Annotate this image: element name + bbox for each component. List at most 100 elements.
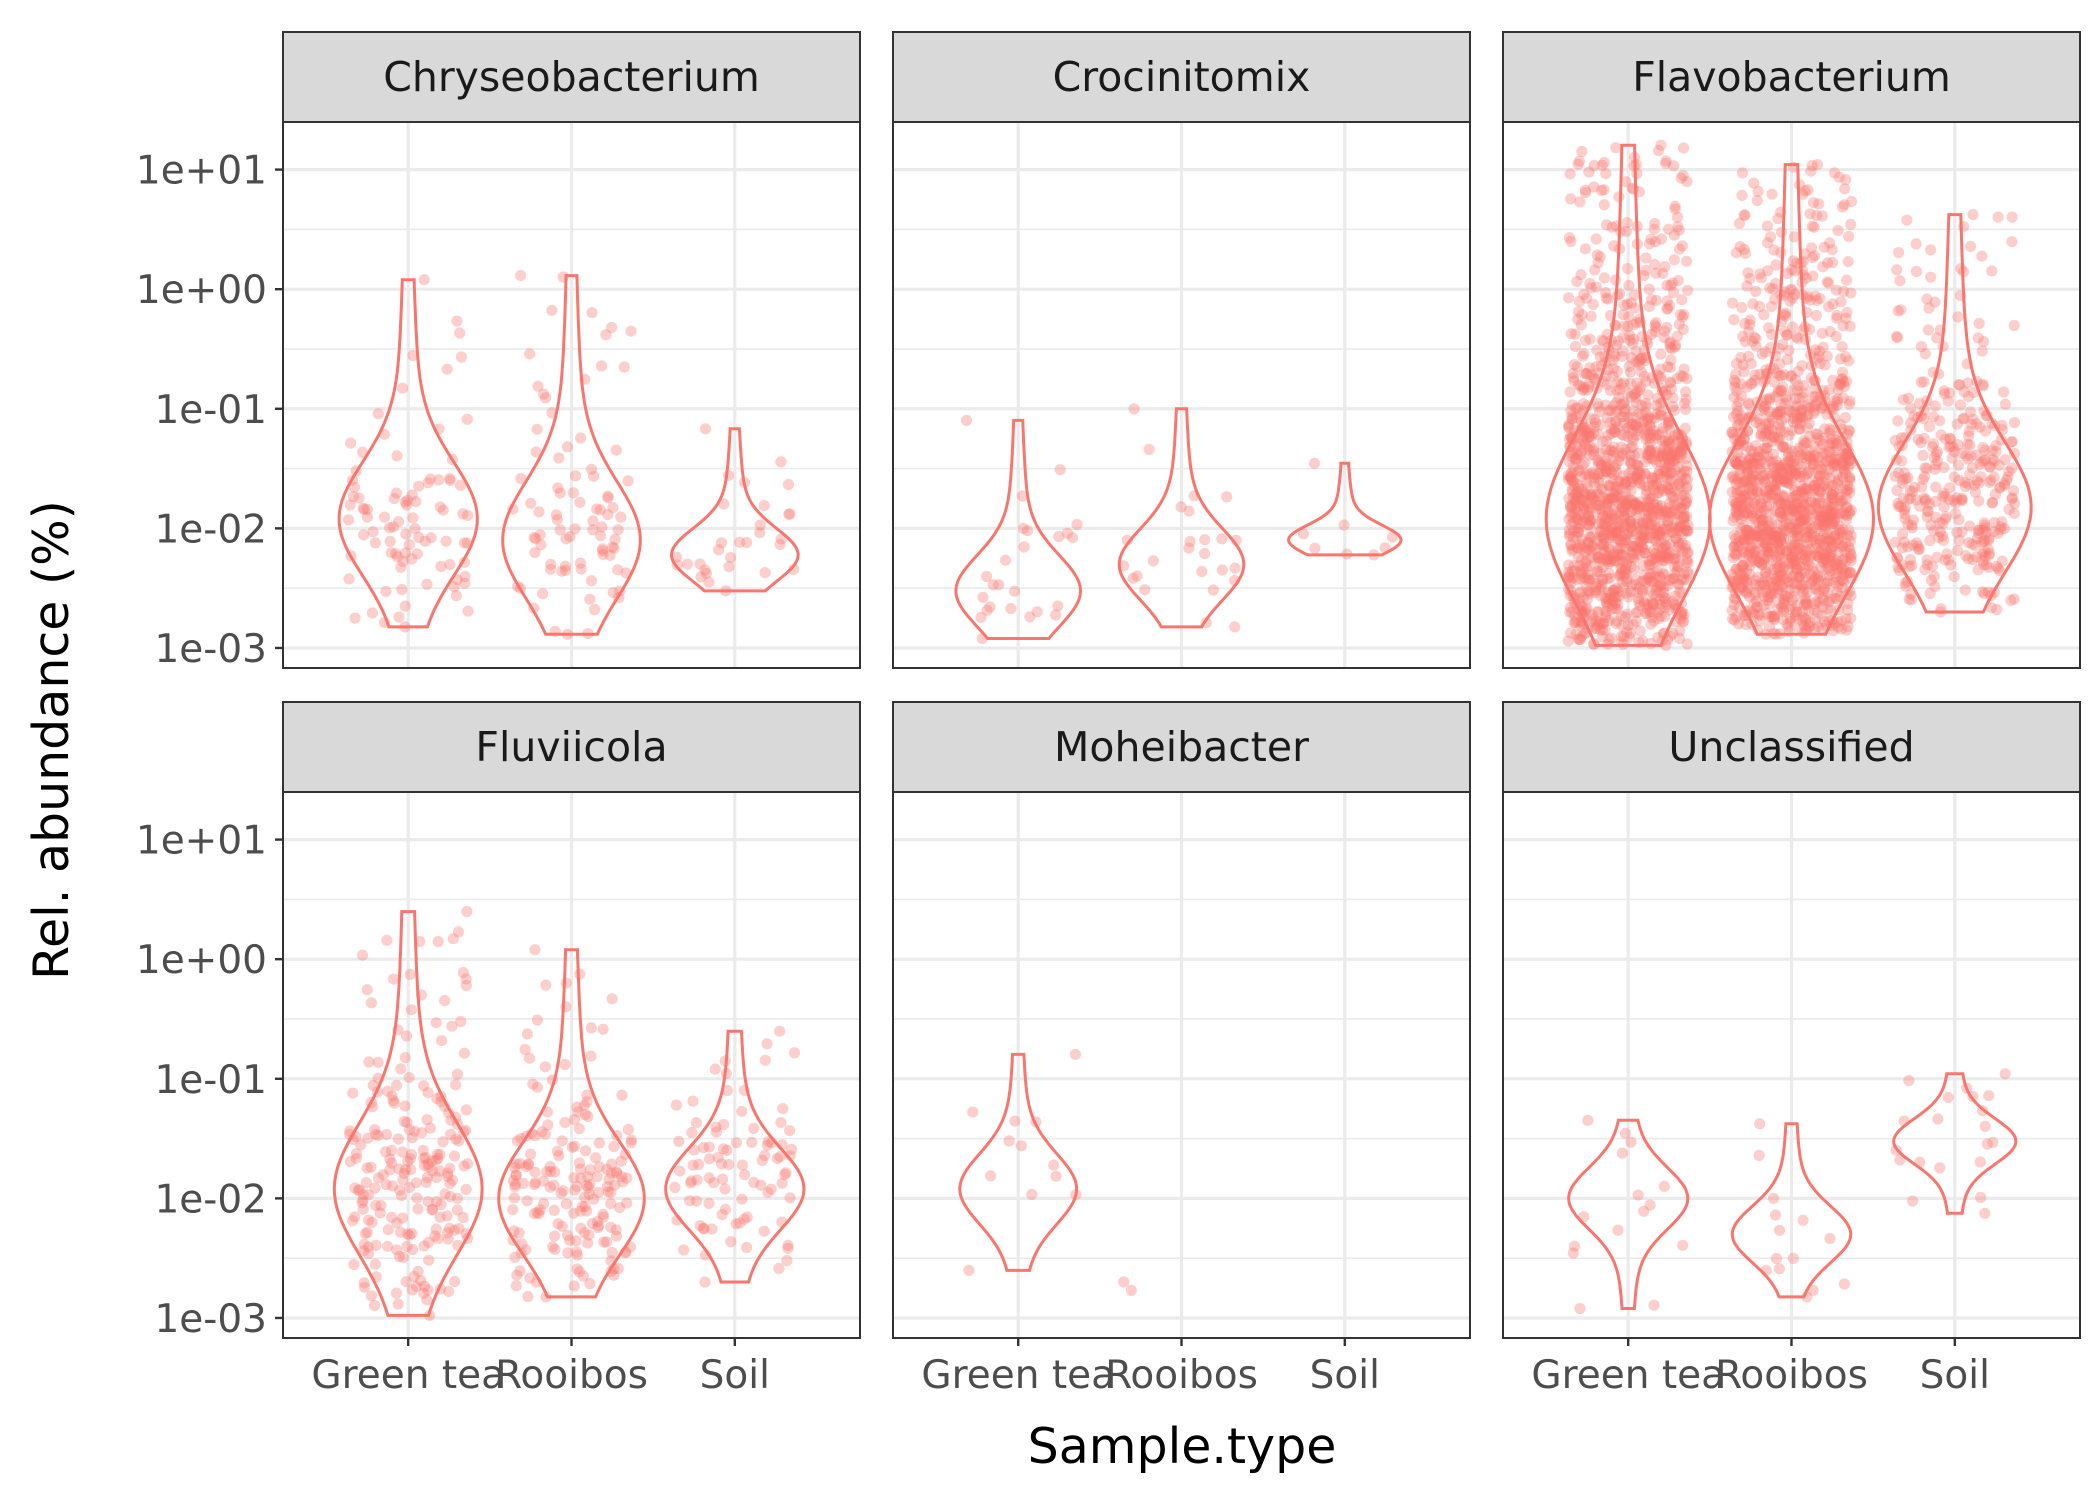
data-point xyxy=(1668,572,1680,584)
data-point xyxy=(1778,598,1790,610)
data-point xyxy=(1788,231,1800,243)
data-point xyxy=(1979,519,1991,532)
data-point xyxy=(1667,447,1679,460)
data-point xyxy=(1654,456,1666,468)
data-point xyxy=(1791,413,1803,425)
data-point xyxy=(1595,460,1608,472)
data-point xyxy=(1611,484,1623,496)
data-point xyxy=(1610,397,1622,409)
data-point xyxy=(1674,309,1687,321)
data-point xyxy=(1672,461,1684,473)
data-point xyxy=(1783,429,1795,441)
data-point xyxy=(606,321,618,334)
data-point xyxy=(1837,320,1849,332)
data-point xyxy=(1634,359,1646,371)
data-point xyxy=(1585,430,1597,443)
data-point xyxy=(1792,401,1804,413)
data-point xyxy=(1626,579,1638,591)
data-point xyxy=(1616,549,1628,561)
data-point xyxy=(1607,584,1619,597)
data-point xyxy=(1929,400,1941,412)
data-point xyxy=(1619,477,1631,489)
data-point xyxy=(434,501,446,513)
data-point xyxy=(1798,567,1810,579)
data-point xyxy=(1606,427,1618,439)
data-point xyxy=(674,1165,686,1177)
data-point xyxy=(1597,544,1609,556)
data-point xyxy=(1637,516,1649,529)
data-point xyxy=(706,1223,718,1235)
data-point xyxy=(1647,491,1659,503)
data-point xyxy=(410,1280,423,1292)
data-point xyxy=(521,1028,534,1040)
data-point xyxy=(2003,466,2015,478)
data-point xyxy=(1564,168,1576,180)
data-point xyxy=(608,542,620,554)
data-point xyxy=(1790,524,1803,536)
data-point xyxy=(1605,467,1617,479)
data-point xyxy=(1630,509,1642,521)
data-point xyxy=(1656,483,1668,495)
data-point xyxy=(1614,475,1626,487)
data-point xyxy=(1638,523,1650,536)
data-point xyxy=(1981,1138,1993,1150)
data-point xyxy=(1620,499,1632,511)
data-point xyxy=(1790,612,1802,624)
data-point xyxy=(1612,481,1624,493)
y-tick-label: 1e-01 xyxy=(154,388,267,433)
data-point xyxy=(1740,492,1752,504)
data-point xyxy=(1592,552,1604,565)
data-point xyxy=(1634,496,1646,508)
data-point xyxy=(1661,524,1673,536)
data-point xyxy=(1577,502,1590,514)
data-point xyxy=(1565,502,1578,514)
data-point xyxy=(1603,404,1615,416)
data-point xyxy=(1956,526,1968,538)
data-point xyxy=(1612,517,1624,529)
data-point xyxy=(1818,513,1830,525)
data-point xyxy=(1731,457,1743,470)
data-point xyxy=(1681,255,1693,267)
data-point xyxy=(1655,405,1667,417)
data-point xyxy=(1657,267,1669,279)
data-point xyxy=(430,1223,442,1235)
data-point xyxy=(1639,543,1651,556)
data-point xyxy=(564,531,576,543)
data-point xyxy=(551,514,563,526)
data-point xyxy=(410,496,422,508)
data-point xyxy=(1786,466,1798,478)
x-tick-label: Green tea xyxy=(1531,1353,1725,1398)
data-point xyxy=(1596,483,1608,495)
data-point xyxy=(1640,488,1652,500)
data-point xyxy=(1678,608,1690,620)
group-green-tea xyxy=(954,414,1083,645)
data-point xyxy=(1742,466,1754,478)
data-point xyxy=(1628,499,1640,511)
data-point xyxy=(1632,592,1644,605)
data-point xyxy=(1740,587,1752,599)
data-point xyxy=(523,1052,536,1064)
data-point xyxy=(1603,558,1615,570)
data-point xyxy=(1731,458,1743,470)
data-point xyxy=(1780,590,1792,602)
data-point xyxy=(695,571,707,583)
data-point xyxy=(730,1137,743,1149)
data-point xyxy=(1638,569,1650,581)
data-point xyxy=(1663,483,1675,495)
data-point xyxy=(1788,555,1800,567)
data-point xyxy=(1732,473,1744,485)
data-point xyxy=(1628,497,1640,509)
data-point xyxy=(1632,504,1644,516)
data-point xyxy=(1832,519,1844,531)
data-point xyxy=(1628,388,1640,400)
data-point xyxy=(1832,393,1844,405)
data-point xyxy=(741,1241,753,1254)
data-point xyxy=(579,1108,591,1121)
data-point xyxy=(1771,367,1783,379)
data-point xyxy=(1673,224,1685,236)
data-point xyxy=(1588,468,1600,480)
data-point xyxy=(1816,210,1828,222)
data-point xyxy=(741,537,753,549)
data-point xyxy=(1673,243,1685,255)
